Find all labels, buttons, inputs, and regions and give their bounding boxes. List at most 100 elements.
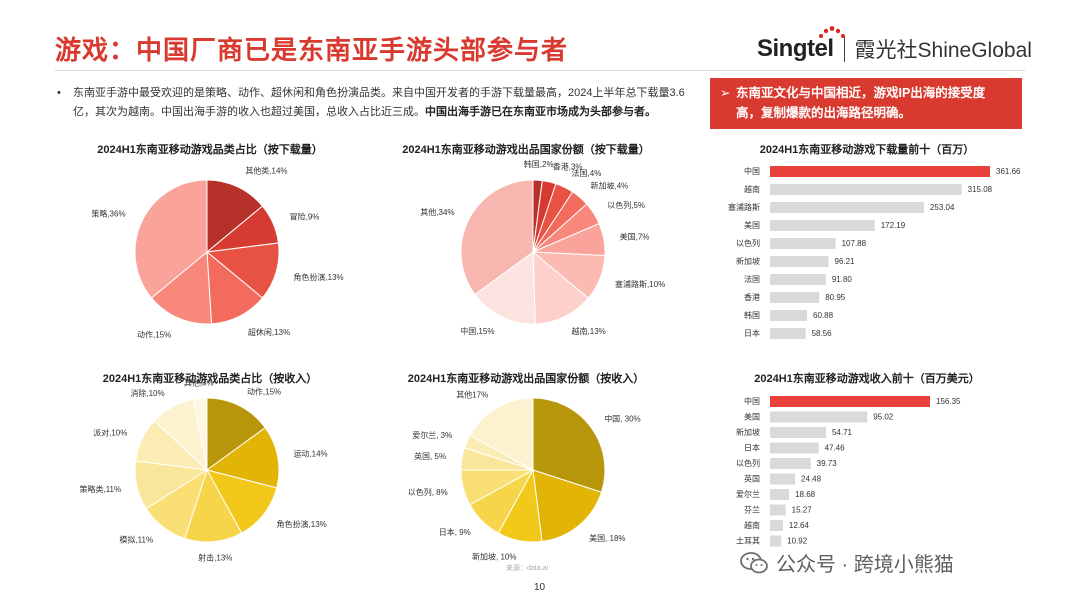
pie-label: 消除,10%	[130, 388, 164, 398]
pie-label: 法国,4%	[572, 168, 602, 178]
bar-category-label: 以色列	[736, 238, 760, 248]
bar-value-label: 95.02	[873, 413, 894, 422]
bar	[770, 411, 868, 423]
pie-chart-country-revenue: 中国, 30% 美国, 18% 新加坡, 10% 日本, 9% 以色列, 8% 英国, 5…	[408, 389, 641, 561]
bar	[770, 184, 962, 195]
bar-category-label: 中国	[744, 396, 760, 406]
bar	[770, 166, 990, 177]
pie-label: 派对,10%	[93, 428, 127, 438]
singtel-dots-icon	[819, 26, 845, 38]
bar-value-label: 15.27	[792, 506, 813, 515]
pie-label: 日本, 9%	[439, 527, 471, 537]
bar-value-label: 172.19	[881, 221, 906, 230]
bar	[770, 274, 826, 285]
pie-label: 角色扮演,13%	[293, 272, 343, 282]
bar	[770, 220, 875, 231]
arrow-right-icon: ➢	[720, 86, 731, 100]
pie-label: 韩国,2%	[524, 159, 554, 169]
bar-category-label: 土耳其	[736, 536, 760, 546]
pie-label: 模拟,11%	[119, 535, 153, 545]
pie-label: 美国, 18%	[589, 533, 625, 543]
pie-label: 策略类,11%	[79, 484, 121, 494]
pie-slice	[474, 251, 536, 325]
bar-category-label: 塞浦路斯	[728, 202, 760, 212]
pie-label: 中国, 30%	[604, 413, 640, 423]
bar-chart-top10-downloads: 中国 361.66 越南 315.08 塞浦路斯 253.04 美国 172.19 以色列 107…	[728, 166, 1021, 339]
bar-value-label: 18.68	[795, 490, 816, 499]
bar-category-label: 美国	[744, 412, 760, 422]
bar	[770, 328, 806, 339]
pie-label: 角色扮演,13%	[277, 519, 327, 529]
pie-slice	[532, 469, 603, 542]
bar	[770, 238, 836, 249]
bar	[770, 489, 790, 500]
watermark-text: 公众号 · 跨境小熊猫	[776, 554, 954, 576]
bar	[770, 427, 826, 438]
pie-label: 美国,7%	[620, 231, 650, 241]
bar-value-label: 58.56	[812, 329, 833, 338]
pie-label: 运动,14%	[293, 449, 327, 459]
pie-label: 射击,13%	[198, 553, 232, 563]
pie-slice	[150, 250, 213, 325]
pie-label: 塞浦路斯,10%	[615, 279, 665, 289]
bar-value-label: 24.48	[801, 475, 822, 484]
bar	[770, 256, 829, 267]
bar	[770, 202, 924, 213]
bar-category-label: 日本	[744, 443, 760, 453]
logo-separator	[843, 36, 845, 62]
pie-label: 香港,3%	[553, 161, 583, 171]
wechat-icon	[740, 551, 768, 573]
chart-title-bar1: 2024H1东南亚移动游戏下载量前十（百万）	[759, 144, 975, 156]
pie-label: 以色列,5%	[607, 200, 645, 210]
pie-label: 超休闲,13%	[248, 327, 290, 337]
bar-value-label: 96.21	[835, 257, 856, 266]
bar-category-label: 越南	[744, 520, 760, 530]
summary-emphasis: 中国出海手游已在东南亚市场成为头部参与者。	[425, 106, 656, 118]
chart-title-pie4: 2024H1东南亚移动游戏出品国家份额（按收入）	[407, 373, 645, 385]
pie-slice	[134, 179, 208, 299]
pie-chart-category-downloads: 其他类,14% 冒险,9% 角色扮演,13% 超休闲,13% 动作,15% 策略,36%	[91, 166, 343, 340]
bar-category-label: 中国	[744, 166, 760, 176]
brand-logo: Singtel 霞光社ShineGlobal	[757, 26, 1032, 67]
chart-title-pie2: 2024H1东南亚移动游戏出品国家份额（按下载量）	[402, 144, 650, 156]
pie-slice	[206, 397, 266, 471]
logo-partner: 霞光社ShineGlobal	[854, 39, 1032, 62]
bar	[770, 520, 783, 531]
summary-text: 东南亚手游中最受欢迎的是策略、动作、超休闲和角色扮演品类。来自中国开发者的手游下…	[73, 87, 685, 118]
bar	[770, 473, 796, 485]
bar-value-label: 47.46	[825, 444, 846, 453]
bar-value-label: 91.80	[832, 275, 853, 284]
page-title: 游戏：中国厂商已是东南亚手游头部参与者	[55, 35, 569, 65]
pie-label: 动作,15%	[137, 330, 171, 340]
bullet-dot-icon: •	[57, 87, 61, 99]
bar-category-label: 香港	[744, 292, 760, 302]
bar-category-label: 英国	[744, 474, 760, 484]
bar-value-label: 54.71	[832, 428, 853, 437]
bar-category-label: 韩国	[744, 310, 760, 320]
bar	[770, 458, 811, 469]
pie-label: 新加坡,4%	[591, 180, 629, 190]
callout-box: ➢ 东南亚文化与中国相近，游戏IP出海的接受度高，复制爆款的出海路径明确。	[710, 78, 1022, 129]
pie-label: 其他类,14%	[245, 166, 287, 176]
bar-category-label: 爱尔兰	[736, 489, 760, 499]
chart-title-pie1: 2024H1东南亚移动游戏品类占比（按下载量）	[97, 144, 323, 156]
bar-value-label: 39.73	[817, 459, 838, 468]
pie-slice	[206, 250, 264, 325]
source-note: 来源：data.ai	[506, 565, 549, 572]
pie-slice	[460, 179, 534, 296]
chart-title-bar2: 2024H1东南亚移动游戏收入前十（百万美元）	[754, 373, 980, 385]
pie-label: 冒险,9%	[290, 211, 320, 221]
pie-label: 其他,34%	[420, 207, 454, 217]
bar-chart-top10-revenue: 中国 156.35 美国 95.02 新加坡 54.71 日本 47.46 以色列 39.73 英国…	[736, 396, 961, 547]
bar	[770, 310, 808, 321]
bar-category-label: 新加坡	[736, 256, 760, 266]
bar-category-label: 越南	[744, 184, 760, 194]
bar-value-label: 12.64	[789, 521, 810, 530]
bar	[770, 292, 820, 303]
bar-value-label: 107.88	[842, 239, 867, 248]
bar	[770, 442, 819, 454]
pie-label: 其他17%	[456, 389, 488, 399]
callout-text: 东南亚文化与中国相近，游戏IP出海的接受度高，复制爆款的出海路径明确。	[736, 86, 986, 120]
pie-chart-category-revenue: 动作,15% 运动,14% 角色扮演,13% 射击,13% 模拟,11% 策略类,11% 派…	[79, 377, 327, 563]
watermark: 公众号 · 跨境小熊猫	[740, 548, 954, 577]
